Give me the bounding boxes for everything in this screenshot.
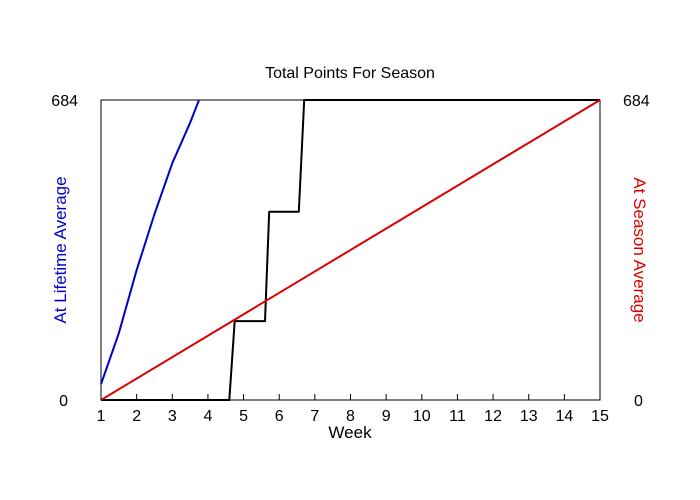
x-tick-label: 11 xyxy=(449,408,466,425)
x-tick-label: 12 xyxy=(484,408,502,425)
lifetime-average-line xyxy=(100,99,200,385)
x-tick-label: 7 xyxy=(310,408,319,425)
x-tick-label: 10 xyxy=(413,408,431,425)
y-right-tick-min: 0 xyxy=(634,393,643,410)
x-tick-label: 6 xyxy=(275,408,284,425)
x-tick-label: 8 xyxy=(346,408,355,425)
x-tick-label: 3 xyxy=(168,408,177,425)
x-tick-label: 2 xyxy=(132,408,141,425)
x-axis-ticks: 1 2 3 4 5 6 7 8 9 10 11 12 13 14 15 xyxy=(97,394,609,425)
season-average-line xyxy=(100,99,601,401)
y-left-tick-min: 0 xyxy=(59,393,68,410)
y-left-tick-max: 684 xyxy=(51,93,78,110)
x-tick-label: 13 xyxy=(520,408,538,425)
y-right-axis-label: At Season Average xyxy=(630,177,649,322)
x-tick-label: 4 xyxy=(203,408,212,425)
x-tick-label: 15 xyxy=(591,408,609,425)
x-tick-label: 14 xyxy=(555,408,573,425)
x-tick-label: 9 xyxy=(382,408,391,425)
actual-points-line xyxy=(101,99,600,401)
y-left-axis-label: At Lifetime Average xyxy=(51,176,70,323)
y-right-tick-max: 684 xyxy=(623,93,650,110)
chart-title: Total Points For Season xyxy=(265,65,435,82)
x-axis-label: Week xyxy=(328,423,372,442)
x-tick-label: 1 xyxy=(97,408,106,425)
series-layer xyxy=(100,99,601,401)
x-tick-label: 5 xyxy=(239,408,248,425)
